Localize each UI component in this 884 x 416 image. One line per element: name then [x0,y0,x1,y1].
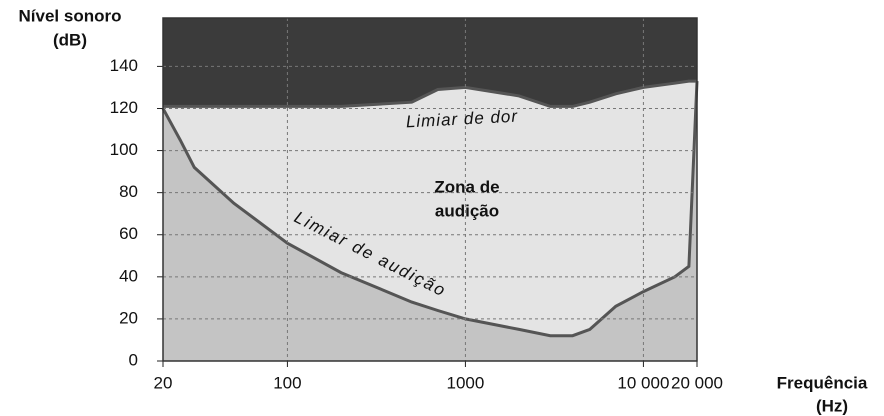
x-axis-label: Frequência [777,373,868,392]
y-tick-label: 20 [119,308,138,327]
x-axis-label: (Hz) [816,396,848,415]
series-line [163,79,697,108]
x-tick-label: 20 000 [671,373,723,392]
area-fill [163,18,697,107]
y-tick-label: 100 [110,140,138,159]
x-tick-label: 10 000 [617,373,669,392]
y-tick-label: 120 [110,98,138,117]
y-axis-label: (dB) [53,30,87,49]
y-tick-label: 60 [119,224,138,243]
y-tick-label: 40 [119,266,138,285]
x-tick-label: 100 [273,373,301,392]
y-tick-label: 0 [129,350,138,369]
y-axis-label: Nível sonoro [19,6,122,25]
x-tick-label: 1000 [447,373,485,392]
plot-frame [162,17,698,362]
y-tick-label: 80 [119,182,138,201]
annotation: Zona de [434,177,499,196]
area-fill [163,81,697,361]
y-tick-label: 140 [110,56,138,75]
x-tick-label: 20 [154,373,173,392]
series-line [161,81,699,338]
annotation: audição [435,201,499,220]
